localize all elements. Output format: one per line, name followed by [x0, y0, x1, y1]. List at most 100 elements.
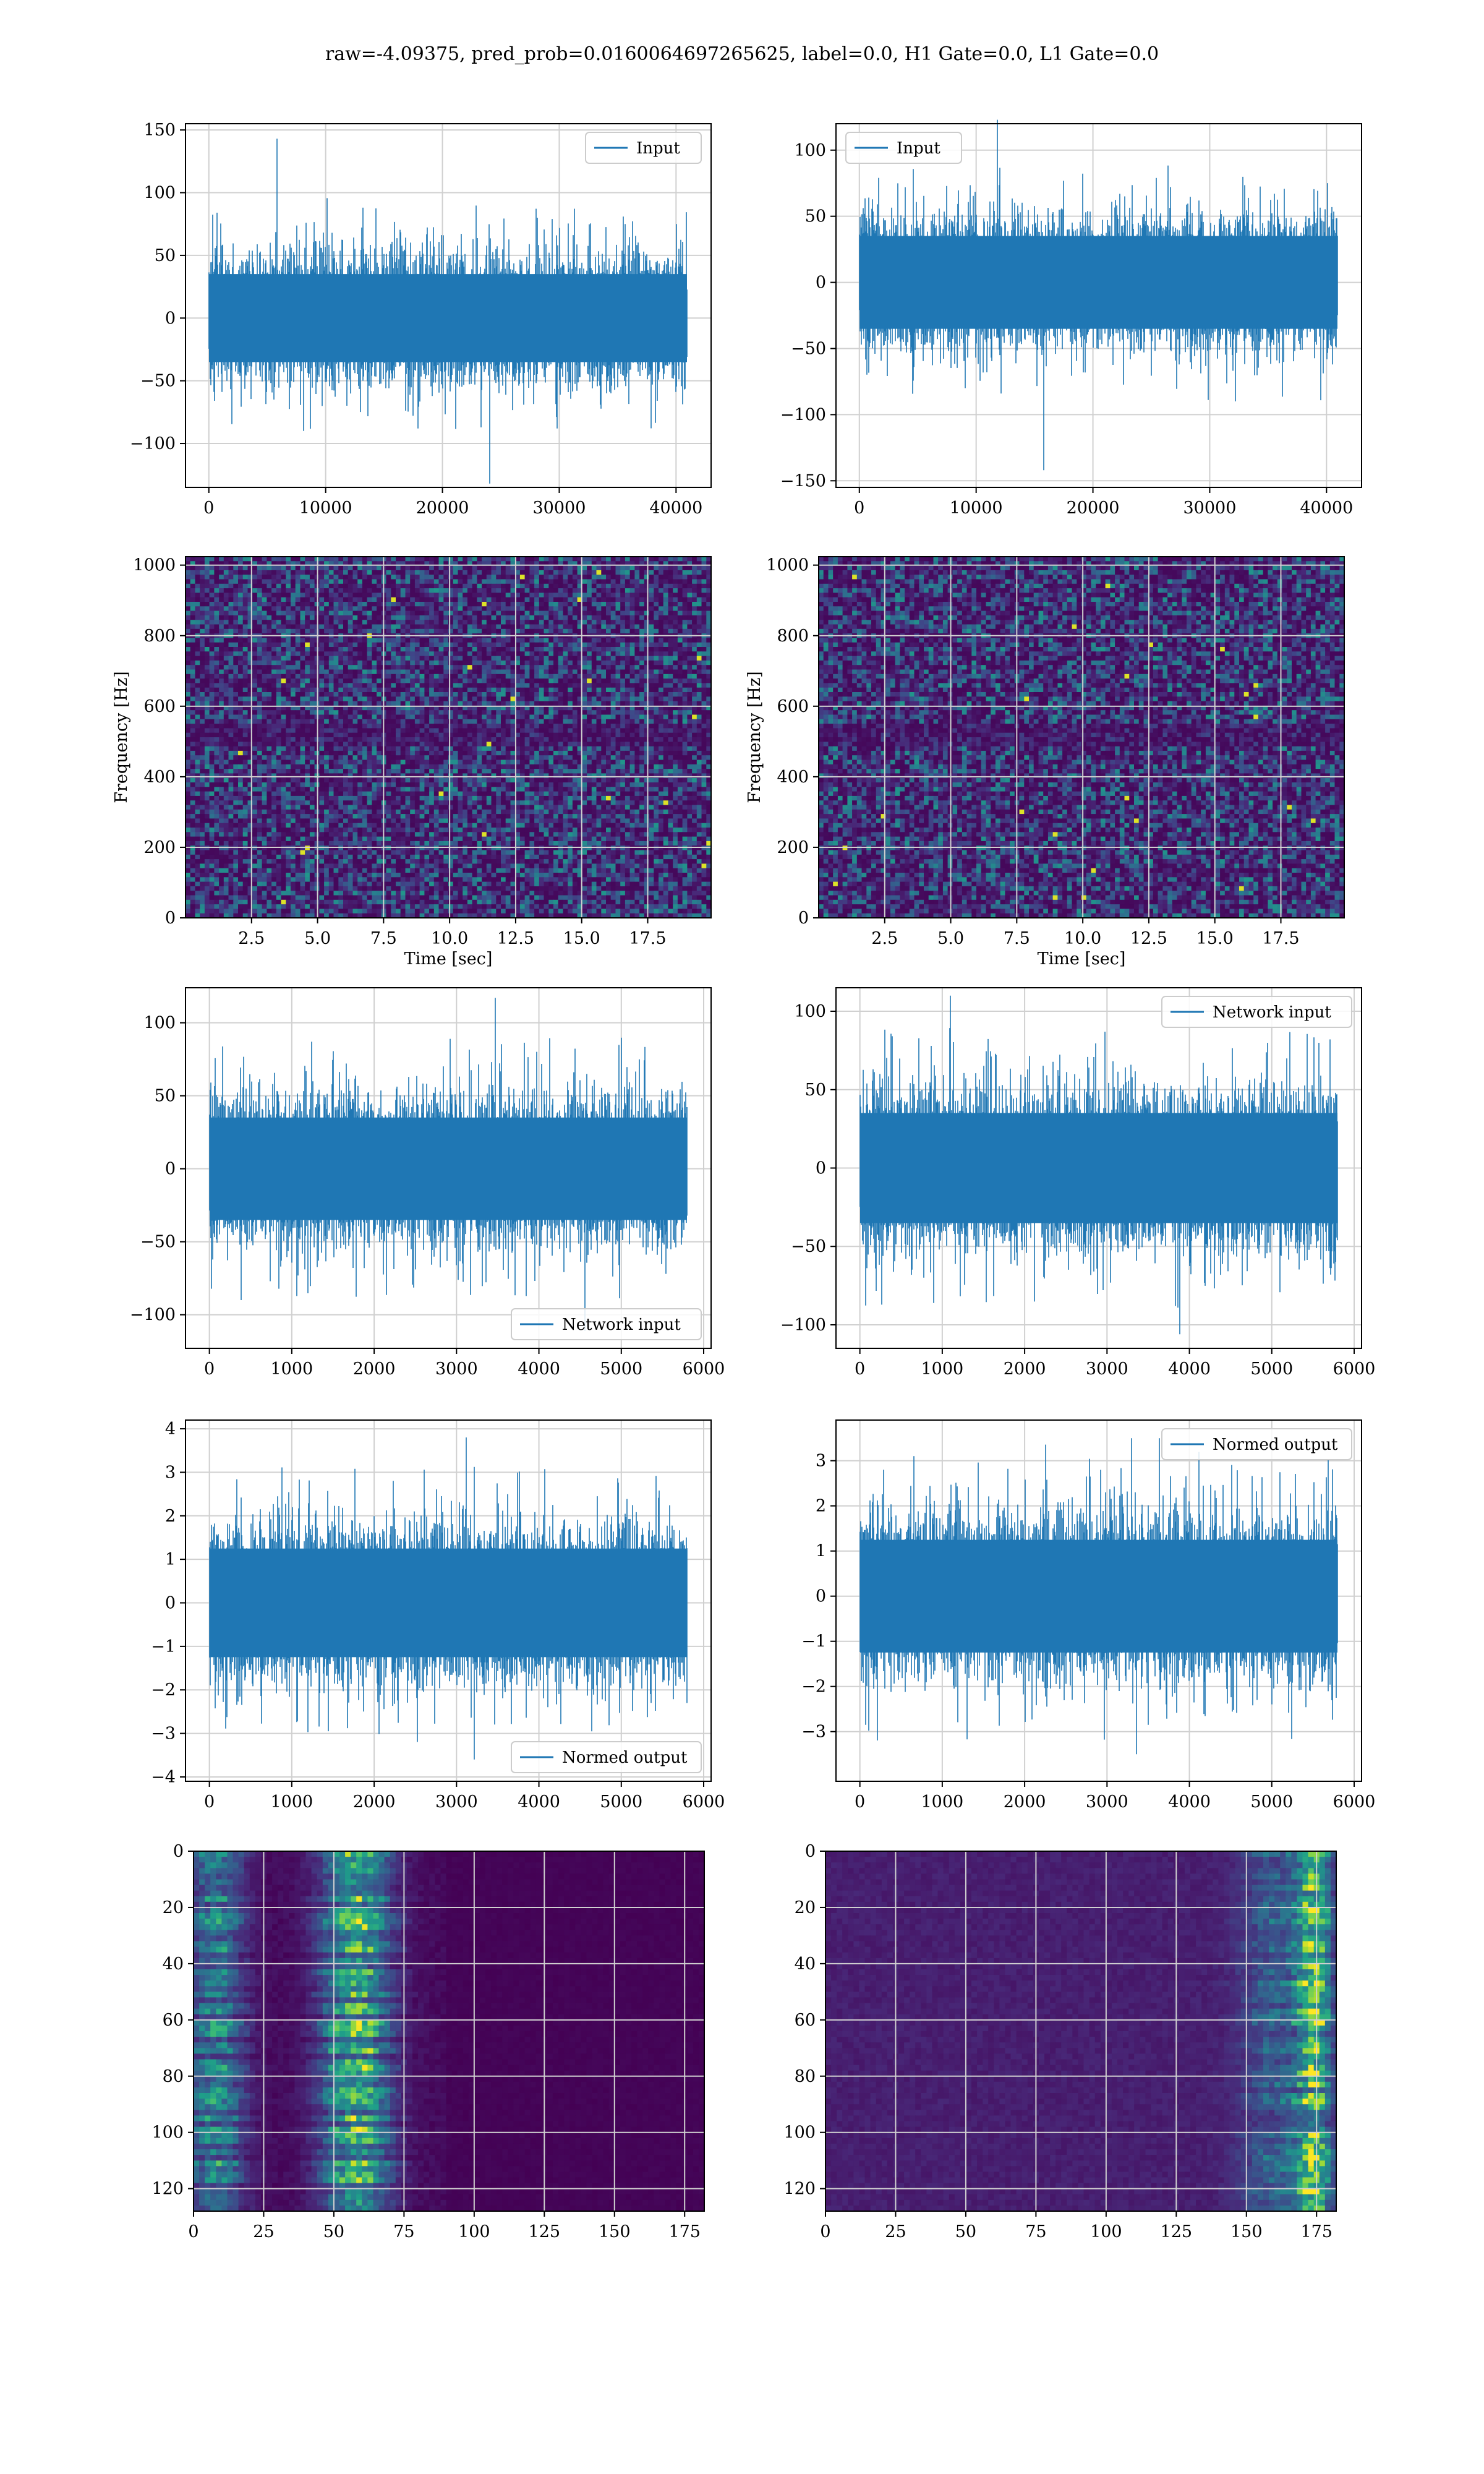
heatmap-cell: [525, 584, 530, 589]
heatmap-cell: [453, 575, 458, 580]
heatmap-cell: [616, 570, 621, 575]
heatmap-cell: [553, 580, 558, 584]
heatmap-cell: [224, 584, 229, 589]
heatmap-cell: [620, 580, 625, 584]
heatmap-cell: [620, 566, 625, 571]
heatmap-cell: [639, 570, 644, 575]
heatmap-cell: [424, 570, 429, 575]
heatmap-cell: [186, 580, 190, 584]
heatmap-cell: [420, 575, 425, 580]
heatmap-cell: [434, 557, 439, 562]
heatmap-cell: [420, 580, 425, 584]
heatmap-cell: [324, 575, 329, 580]
heatmap-cell: [391, 575, 396, 580]
x-tick-label: 20000: [416, 499, 469, 518]
heatmap-cell: [467, 570, 472, 575]
heatmap-cell: [200, 557, 205, 562]
heatmap-cell: [558, 580, 563, 584]
heatmap-cell: [568, 575, 573, 580]
heatmap-cell: [406, 580, 411, 584]
heatmap-cell: [205, 580, 210, 584]
heatmap-cell: [463, 575, 467, 580]
heatmap-cell: [243, 566, 248, 571]
heatmap-cell: [367, 580, 372, 584]
heatmap-cell: [563, 584, 568, 589]
heatmap-cell: [424, 580, 429, 584]
heatmap-cell: [348, 570, 353, 575]
heatmap-cell: [472, 580, 477, 584]
heatmap-cell: [529, 575, 534, 580]
heatmap-cell: [296, 557, 301, 562]
heatmap-cell: [568, 584, 573, 589]
heatmap-cell: [281, 566, 286, 571]
heatmap-cell: [319, 580, 324, 584]
heatmap-cell: [587, 557, 592, 562]
heatmap-cell: [683, 566, 688, 571]
heatmap-cell: [534, 557, 539, 562]
heatmap-cell: [329, 584, 334, 589]
heatmap-cell: [539, 557, 544, 562]
heatmap-cell: [697, 580, 702, 584]
heatmap-cell: [406, 557, 411, 562]
heatmap-cell: [501, 584, 506, 589]
heatmap-cell: [286, 557, 291, 562]
heatmap-cell: [649, 557, 654, 562]
heatmap-cell: [601, 570, 606, 575]
heatmap-cell: [348, 584, 353, 589]
heatmap-cell: [606, 580, 611, 584]
heatmap-cell: [482, 570, 487, 575]
heatmap-cell: [592, 584, 597, 589]
heatmap-cell: [525, 575, 530, 580]
heatmap-cell: [501, 580, 506, 584]
heatmap-cell: [252, 570, 257, 575]
heatmap-cell: [534, 584, 539, 589]
heatmap-cell: [343, 570, 348, 575]
heatmap-cell: [257, 566, 262, 571]
heatmap-cell: [673, 575, 678, 580]
heatmap-cell: [443, 584, 448, 589]
heatmap-cell: [548, 575, 553, 580]
heatmap-cell: [338, 566, 343, 571]
heatmap-cell: [582, 575, 587, 580]
heatmap-cell: [210, 580, 215, 584]
heatmap-cell: [276, 580, 281, 584]
heatmap-cell: [310, 580, 315, 584]
series-core: [859, 236, 1337, 329]
heatmap-cell: [377, 584, 382, 589]
heatmap-cell: [587, 580, 592, 584]
heatmap-cell: [525, 566, 530, 571]
heatmap-cell: [329, 570, 334, 575]
heatmap-cell: [582, 566, 587, 571]
heatmap-cell: [592, 580, 597, 584]
heatmap-cell: [343, 575, 348, 580]
heatmap-cell: [587, 570, 592, 575]
heatmap-cell: [224, 580, 229, 584]
heatmap-cell: [301, 584, 305, 589]
heatmap-cell: [539, 566, 544, 571]
heatmap-cell: [453, 584, 458, 589]
heatmap-cell: [568, 566, 573, 571]
heatmap-cell: [563, 575, 568, 580]
heatmap-cell: [663, 557, 668, 562]
heatmap-cell: [659, 575, 663, 580]
legend: Input: [586, 132, 701, 163]
x-tick-label: 30000: [1183, 499, 1236, 518]
heatmap-cell: [692, 575, 697, 580]
x-tick-label: 40000: [1300, 499, 1353, 518]
heatmap-cell: [520, 580, 525, 584]
heatmap-cell: [592, 557, 597, 562]
heatmap-cell: [305, 584, 310, 589]
heatmap-cell: [597, 557, 602, 562]
heatmap-cell: [548, 580, 553, 584]
heatmap-cell: [697, 557, 702, 562]
heatmap-cell: [210, 575, 215, 580]
heatmap-cell: [482, 575, 487, 580]
heatmap-cell: [683, 557, 688, 562]
heatmap-cells: [186, 557, 712, 918]
y-tick-label: −150: [780, 471, 826, 490]
heatmap-cell: [558, 584, 563, 589]
heatmap-cell: [649, 570, 654, 575]
heatmap-cell: [415, 575, 420, 580]
heatmap-cell: [683, 580, 688, 584]
heatmap-cell: [601, 575, 606, 580]
